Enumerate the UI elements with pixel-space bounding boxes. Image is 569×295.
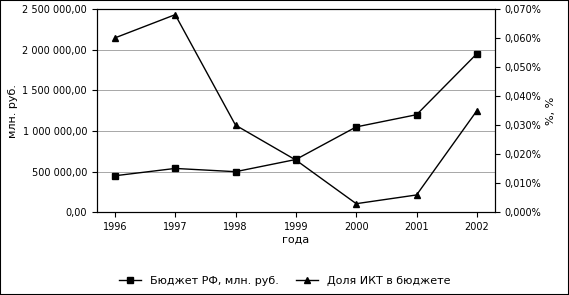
Бюджет РФ, млн. руб. [232,170,239,173]
Legend: Бюджет РФ, млн. руб., Доля ИКТ в бюджете: Бюджет РФ, млн. руб., Доля ИКТ в бюджете [116,273,453,289]
Бюджет РФ, млн. руб. [172,167,179,170]
Бюджет РФ, млн. руб. [112,174,118,178]
Доля ИКТ в бюджете [353,202,360,205]
Бюджет РФ, млн. руб. [413,113,420,117]
Доля ИКТ в бюджете [232,123,239,127]
Доля ИКТ в бюджете [413,193,420,197]
Бюджет РФ, млн. руб. [353,125,360,129]
Line: Бюджет РФ, млн. руб.: Бюджет РФ, млн. руб. [112,51,480,178]
Y-axis label: млн. руб.: млн. руб. [8,83,18,138]
X-axis label: года: года [282,235,310,245]
Бюджет РФ, млн. руб. [292,158,299,161]
Line: Доля ИКТ в бюджете: Доля ИКТ в бюджете [112,11,480,207]
Y-axis label: %, %: %, % [546,96,556,125]
Доля ИКТ в бюджете [172,13,179,17]
Доля ИКТ в бюджете [292,158,299,162]
Доля ИКТ в бюджете [112,36,118,40]
Доля ИКТ в бюджете [473,109,480,112]
Бюджет РФ, млн. руб. [473,52,480,55]
